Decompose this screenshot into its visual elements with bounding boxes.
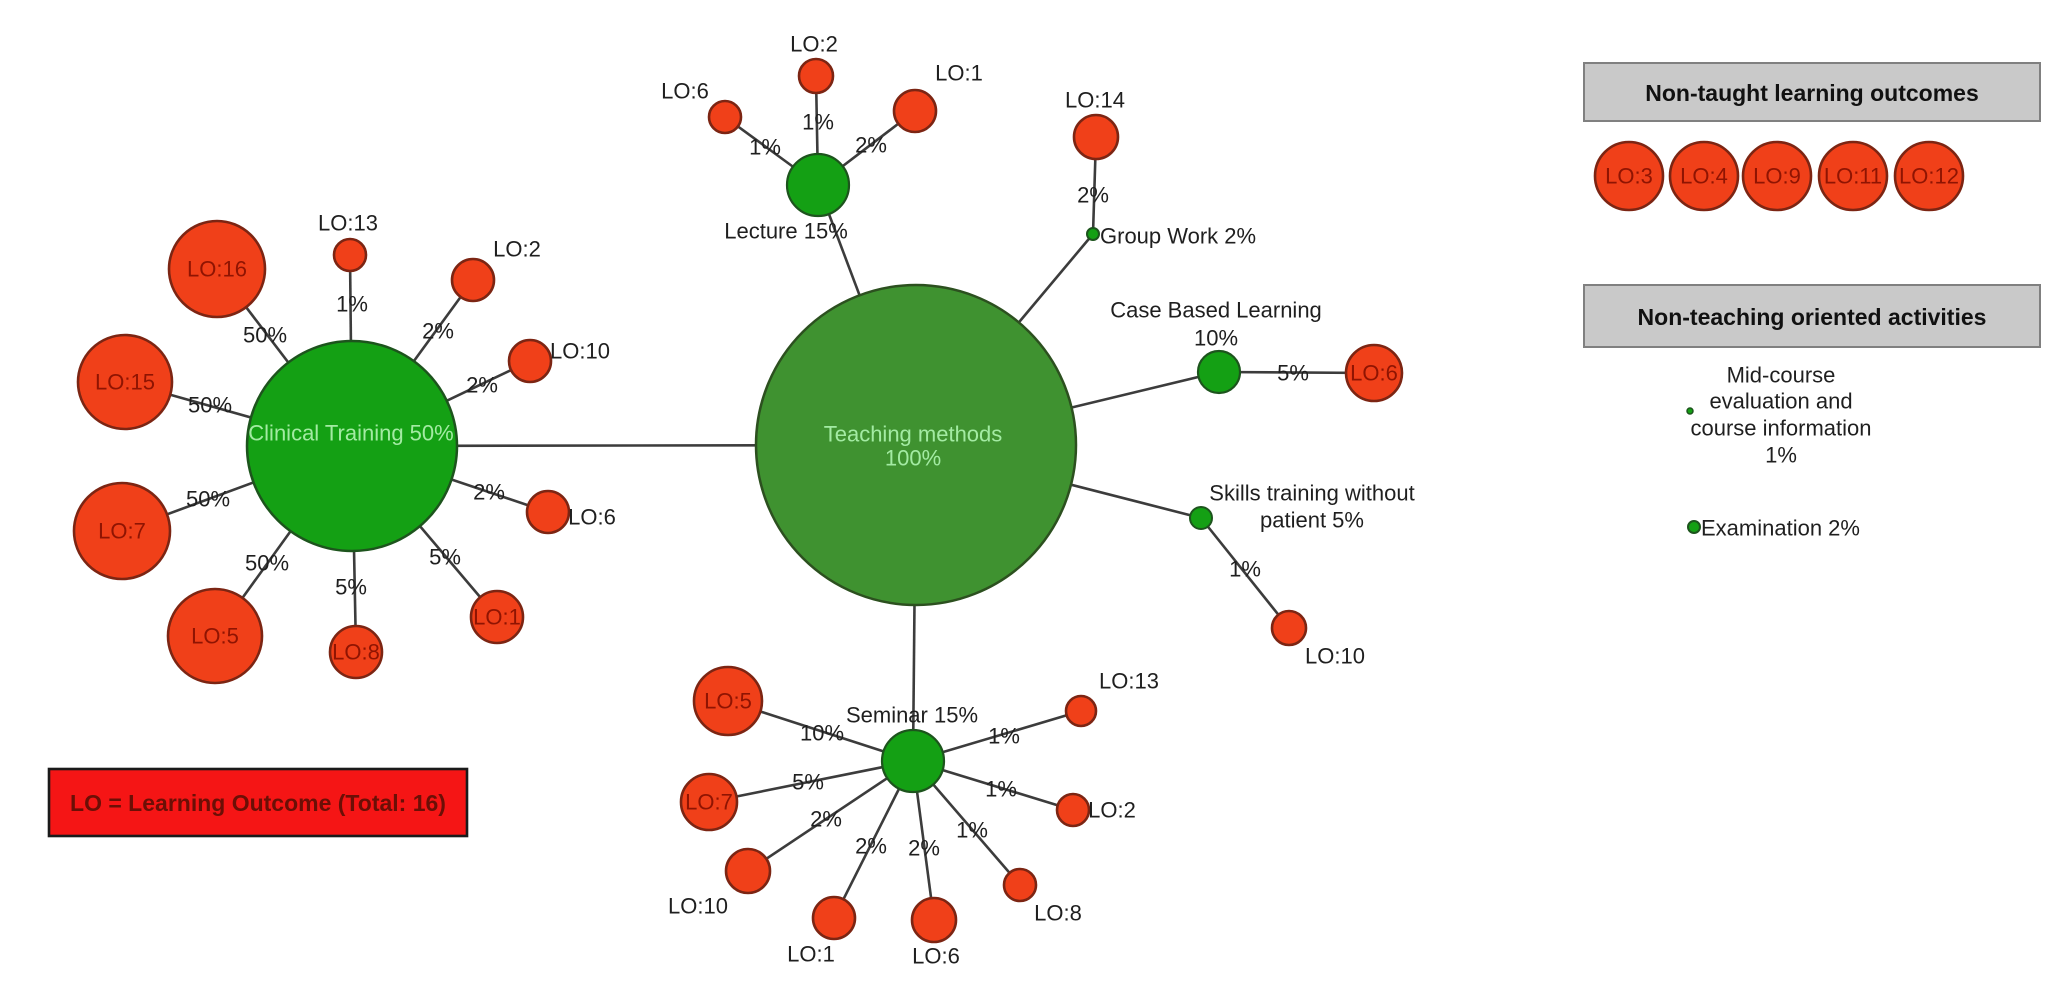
svg-text:2%: 2% (908, 836, 940, 861)
svg-text:LO:12: LO:12 (1899, 164, 1959, 189)
svg-text:Teaching methods: Teaching methods (824, 422, 1003, 447)
svg-text:1%: 1% (1229, 557, 1261, 582)
svg-text:LO:8: LO:8 (1034, 901, 1082, 926)
svg-text:2%: 2% (855, 834, 887, 859)
svg-text:10%: 10% (800, 721, 844, 746)
svg-text:LO:6: LO:6 (568, 505, 616, 530)
svg-text:1%: 1% (749, 135, 781, 160)
svg-text:LO:13: LO:13 (1099, 669, 1159, 694)
svg-text:Seminar 15%: Seminar 15% (846, 703, 978, 728)
svg-text:1%: 1% (1765, 443, 1797, 468)
svg-text:1%: 1% (956, 818, 988, 843)
svg-text:1%: 1% (336, 292, 368, 317)
svg-text:LO:3: LO:3 (1605, 164, 1653, 189)
svg-text:LO:7: LO:7 (685, 790, 733, 815)
svg-text:5%: 5% (792, 770, 824, 795)
svg-text:LO:6: LO:6 (1350, 361, 1398, 386)
svg-text:LO:2: LO:2 (493, 237, 541, 262)
svg-text:course information: course information (1691, 416, 1872, 441)
svg-text:evaluation and: evaluation and (1709, 389, 1852, 414)
svg-text:LO:4: LO:4 (1680, 164, 1728, 189)
svg-text:50%: 50% (243, 323, 287, 348)
svg-text:LO:2: LO:2 (790, 32, 838, 57)
svg-text:LO:13: LO:13 (318, 211, 378, 236)
svg-text:100%: 100% (885, 446, 941, 471)
svg-text:Clinical Training 50%: Clinical Training 50% (248, 421, 453, 446)
svg-text:Examination 2%: Examination 2% (1701, 516, 1860, 541)
svg-text:50%: 50% (188, 393, 232, 418)
svg-text:LO:11: LO:11 (1824, 164, 1882, 189)
svg-text:2%: 2% (422, 319, 454, 344)
svg-text:LO:1: LO:1 (787, 942, 835, 967)
svg-text:1%: 1% (985, 777, 1017, 802)
svg-text:LO:10: LO:10 (550, 339, 610, 364)
svg-text:LO = Learning Outcome (Total:: LO = Learning Outcome (Total: 16) (70, 790, 446, 816)
svg-text:Non-teaching oriented activiti: Non-teaching oriented activities (1638, 304, 1987, 330)
svg-text:LO:1: LO:1 (473, 605, 521, 630)
svg-text:LO:5: LO:5 (704, 689, 752, 714)
svg-text:2%: 2% (810, 807, 842, 832)
svg-text:LO:6: LO:6 (661, 79, 709, 104)
svg-text:LO:10: LO:10 (1305, 644, 1365, 669)
svg-text:1%: 1% (988, 724, 1020, 749)
svg-text:5%: 5% (1277, 361, 1309, 386)
svg-text:2%: 2% (1077, 183, 1109, 208)
svg-text:LO:16: LO:16 (187, 257, 247, 282)
svg-text:10%: 10% (1194, 326, 1238, 351)
svg-text:Mid-course: Mid-course (1727, 363, 1836, 388)
svg-text:Case Based Learning: Case Based Learning (1110, 298, 1322, 323)
svg-text:Skills training without: Skills training without (1209, 481, 1414, 506)
svg-text:Group Work 2%: Group Work 2% (1100, 224, 1256, 249)
svg-text:LO:10: LO:10 (668, 894, 728, 919)
svg-text:2%: 2% (855, 133, 887, 158)
svg-text:5%: 5% (429, 545, 461, 570)
svg-text:Non-taught learning outcomes: Non-taught learning outcomes (1645, 80, 1979, 106)
svg-text:50%: 50% (245, 551, 289, 576)
svg-text:LO:7: LO:7 (98, 519, 146, 544)
svg-text:LO:6: LO:6 (912, 944, 960, 969)
svg-text:Lecture 15%: Lecture 15% (724, 219, 848, 244)
svg-text:LO:14: LO:14 (1065, 88, 1125, 113)
svg-text:2%: 2% (473, 480, 505, 505)
svg-text:LO:5: LO:5 (191, 624, 239, 649)
svg-text:1%: 1% (802, 110, 834, 135)
svg-text:LO:1: LO:1 (935, 61, 983, 86)
svg-text:LO:8: LO:8 (332, 640, 380, 665)
svg-text:patient 5%: patient 5% (1260, 508, 1364, 533)
svg-text:2%: 2% (466, 373, 498, 398)
svg-text:LO:9: LO:9 (1753, 164, 1801, 189)
svg-text:LO:15: LO:15 (95, 370, 155, 395)
svg-text:5%: 5% (335, 575, 367, 600)
svg-text:LO:2: LO:2 (1088, 798, 1136, 823)
svg-text:50%: 50% (186, 487, 230, 512)
